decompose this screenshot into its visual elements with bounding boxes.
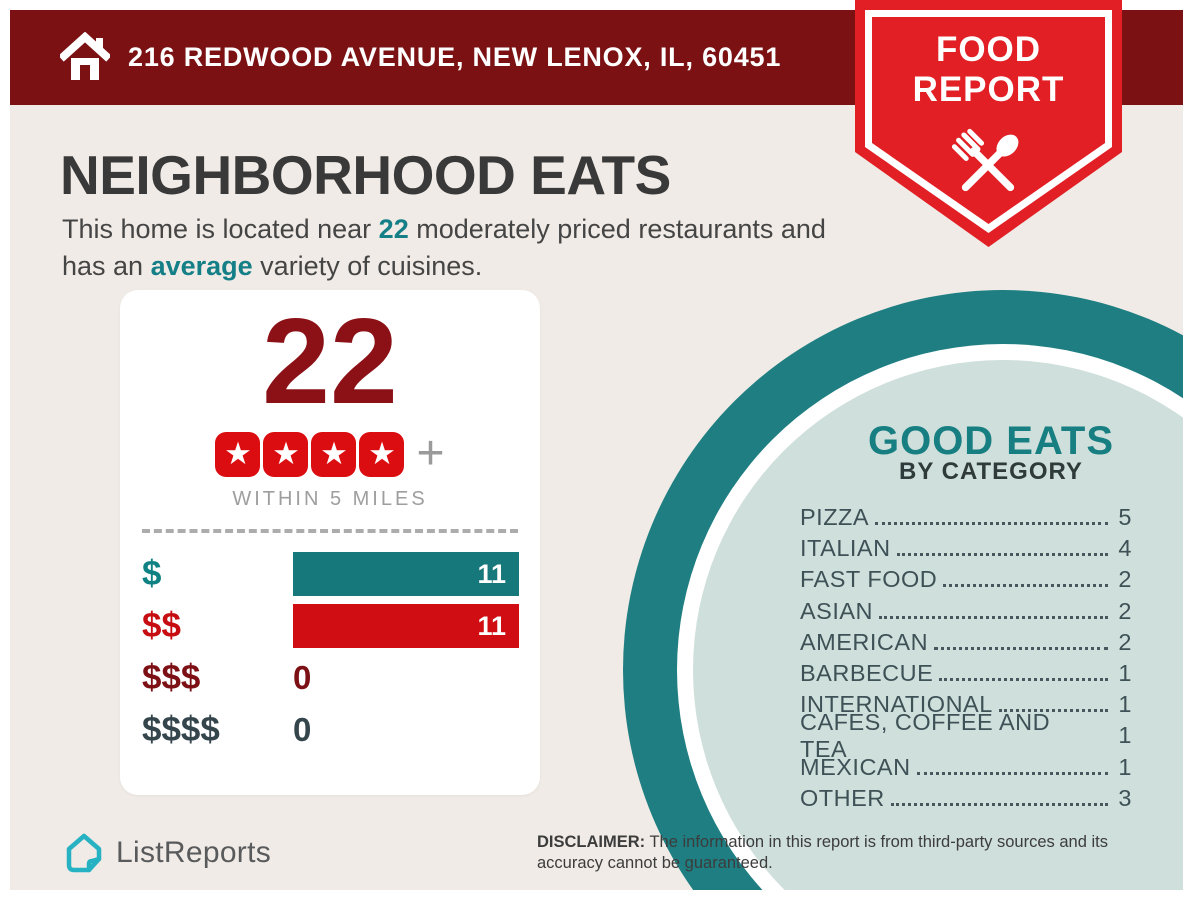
dashed-divider [142,529,518,533]
dotted-leader [916,760,1108,775]
category-count: 3 [1118,784,1132,811]
dotted-leader [896,541,1108,557]
category-label: PIZZA [800,504,870,531]
subtitle-text-3: has an [62,251,151,281]
property-address: 216 REDWOOD AVENUE, NEW LENOX, IL, 60451 [128,42,782,72]
category-row: OTHER 3 [800,783,1132,814]
listreports-logo-icon [66,833,102,873]
category-label: OTHER [800,784,885,811]
category-row: AMERICAN 2 [800,627,1132,658]
category-label: ITALIAN [800,535,891,562]
listreports-brand: ListReports [62,831,271,875]
dotted-leader [943,572,1108,588]
price-tier-row: $$$ 0 [142,656,519,700]
category-count: 2 [1118,628,1132,655]
category-row: CAFES, COFFEE AND TEA 1 [800,709,1132,762]
category-label: AMERICAN [800,628,929,655]
price-tier-bar-area: 0 [293,708,519,752]
price-tier-label: $$$$ [142,710,220,749]
dotted-leader [998,697,1108,713]
disclaimer-label: DISCLAIMER: [537,833,646,851]
star-glyph: ★ [224,435,252,472]
subtitle-text-2: moderately priced restaurants and [408,214,826,244]
category-row: ASIAN 2 [800,596,1132,627]
category-label: FAST FOOD [800,566,938,593]
spoon-and-fork-icon [951,128,1019,192]
dotted-leader [875,510,1108,526]
price-tier-label: $$ [142,606,181,645]
disclaimer: DISCLAIMER: The information in this repo… [537,832,1137,874]
ribbon-title-line1: FOOD [935,30,1042,69]
disclaimer-text: The information in this report is from t… [537,833,1108,872]
price-tier-row: $11 [142,552,519,596]
star-icon: ★ [359,431,405,477]
price-tier-bar-area: 0 [293,656,519,700]
price-tier-bar-chart: $11 $$ 11 $$$ 0 $$$$ 0 [142,552,519,760]
category-row: PIZZA 5 [800,502,1132,533]
category-label: MEXICAN [800,753,911,780]
category-count: 2 [1118,597,1132,624]
restaurant-count: 22 [262,293,398,429]
dotted-leader [890,791,1108,806]
plus-icon: + [416,427,445,480]
price-rating-row: ★ ★ ★ ★ + [120,430,540,478]
variety-highlight: average [150,251,253,281]
star-icon: ★ [263,431,309,477]
category-row: ITALIAN 4 [800,533,1132,564]
price-tier-label: $ [142,554,162,593]
summary-sentence: This home is located near 22 moderately … [62,211,862,285]
ribbon-shape [855,0,1122,247]
star-icon: ★ [215,431,261,477]
page-title: NEIGHBORHOOD EATS [60,144,671,206]
radius-caption: WITHIN 5 MILES [232,488,428,510]
category-label: CAFES, COFFEE AND TEA [800,708,1051,762]
ribbon-title-line2: REPORT [912,70,1065,109]
dotted-leader [934,635,1108,650]
price-tier-row: $$$$ 0 [142,708,519,752]
good-eats-title: GOOD EATS [867,419,1115,463]
price-tier-row: $$ 11 [142,604,519,648]
dotted-leader [879,604,1108,619]
price-tier-label: $$$ [142,658,201,697]
category-label: BARBECUE [800,660,934,687]
price-tier-bar-area: 11 [293,604,519,648]
category-count: 1 [1118,722,1132,749]
star-glyph: ★ [272,435,300,472]
category-list: PIZZA 5 ITALIAN 4 FAST FOOD 2 ASIAN 2 AMERICAN 2 B… [800,502,1132,814]
category-count: 5 [1118,504,1132,531]
category-count: 4 [1118,535,1132,562]
category-count: 1 [1118,691,1132,718]
star-glyph: ★ [368,435,396,472]
category-row: BARBECUE 1 [800,658,1132,689]
good-eats-subtitle: BY CATEGORY [899,458,1083,485]
summary-card: 22 ★ ★ ★ ★ + WITHIN 5 MILES $11 $$ 11 $$$ 0 $$$$ 0 [120,290,540,795]
price-tier-bar-area: 11 [293,552,519,596]
category-label: ASIAN [800,597,874,624]
brand-name: ListReports [116,836,272,869]
subtitle-text-1: This home is located near [62,214,379,244]
category-count: 1 [1118,660,1132,687]
category-row: MEXICAN 1 [800,752,1132,783]
home-icon [60,32,110,80]
category-count: 1 [1118,753,1132,780]
dotted-leader [939,666,1108,682]
star-glyph: ★ [320,435,348,472]
category-count: 2 [1118,566,1132,593]
price-tier-zero-value: 0 [293,659,312,696]
subtitle-text-4: variety of cuisines. [252,251,483,281]
category-row: FAST FOOD 2 [800,564,1132,595]
price-tier-zero-value: 0 [293,711,312,748]
price-tier-bar: 11 [293,552,519,596]
star-icon: ★ [311,431,357,477]
restaurant-count-highlight: 22 [378,214,409,244]
price-tier-bar: 11 [293,604,519,648]
food-report-ribbon: FOOD REPORT [855,0,1122,247]
category-label: INTERNATIONAL [800,691,993,718]
category-row: INTERNATIONAL 1 [800,689,1132,720]
